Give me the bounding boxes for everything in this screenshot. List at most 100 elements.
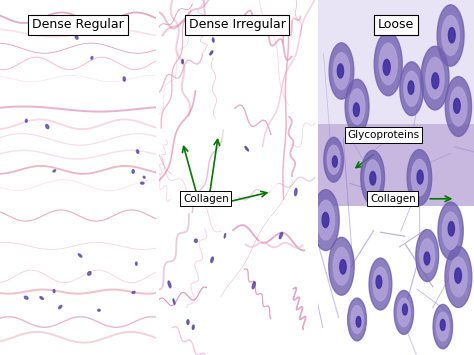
Text: Dense Irregular: Dense Irregular [189, 18, 285, 31]
Text: Dense Regular: Dense Regular [32, 18, 124, 31]
Ellipse shape [137, 150, 139, 153]
Ellipse shape [143, 176, 145, 178]
Circle shape [411, 159, 428, 196]
Circle shape [437, 312, 449, 341]
Circle shape [433, 305, 453, 349]
FancyBboxPatch shape [318, 124, 474, 206]
Circle shape [347, 298, 366, 341]
Circle shape [312, 190, 339, 251]
Circle shape [424, 252, 430, 265]
Circle shape [351, 306, 363, 333]
Circle shape [426, 58, 444, 99]
Circle shape [421, 46, 449, 110]
Circle shape [445, 77, 472, 136]
Circle shape [373, 267, 388, 301]
Circle shape [353, 103, 359, 116]
Circle shape [440, 320, 445, 331]
Ellipse shape [182, 60, 183, 64]
Ellipse shape [294, 189, 297, 196]
Circle shape [329, 237, 354, 295]
Circle shape [370, 171, 376, 185]
Circle shape [322, 212, 329, 228]
Ellipse shape [98, 309, 100, 311]
Ellipse shape [210, 51, 213, 55]
Circle shape [361, 151, 384, 204]
Circle shape [445, 246, 472, 307]
Ellipse shape [59, 305, 62, 309]
Ellipse shape [46, 125, 49, 129]
Circle shape [317, 200, 335, 240]
Circle shape [455, 268, 461, 283]
Circle shape [407, 149, 432, 206]
Circle shape [400, 62, 423, 116]
Circle shape [450, 257, 467, 297]
Circle shape [417, 170, 423, 184]
Text: Glycoproteins: Glycoproteins [347, 130, 419, 140]
Ellipse shape [136, 262, 137, 265]
Ellipse shape [168, 281, 171, 288]
Circle shape [376, 275, 382, 288]
Circle shape [374, 32, 402, 96]
Ellipse shape [173, 299, 175, 304]
Circle shape [438, 202, 463, 260]
Circle shape [416, 230, 438, 282]
Ellipse shape [40, 297, 43, 299]
Ellipse shape [78, 254, 82, 257]
Circle shape [332, 156, 337, 167]
Ellipse shape [212, 196, 215, 203]
Circle shape [420, 239, 435, 273]
Circle shape [369, 258, 392, 310]
Text: Collagen: Collagen [183, 194, 228, 204]
Ellipse shape [279, 233, 283, 239]
Ellipse shape [67, 18, 71, 22]
Circle shape [356, 316, 361, 327]
Ellipse shape [88, 272, 91, 275]
Ellipse shape [91, 56, 93, 59]
Ellipse shape [211, 257, 213, 263]
Ellipse shape [141, 182, 144, 184]
Circle shape [432, 73, 439, 89]
Circle shape [448, 222, 455, 236]
Circle shape [442, 212, 459, 250]
Ellipse shape [53, 170, 55, 172]
Circle shape [450, 87, 467, 126]
Circle shape [329, 43, 354, 99]
Ellipse shape [245, 147, 248, 151]
Ellipse shape [252, 282, 255, 289]
Circle shape [345, 79, 369, 134]
Circle shape [402, 304, 407, 315]
Ellipse shape [26, 119, 27, 122]
Circle shape [365, 160, 381, 195]
Circle shape [324, 137, 344, 182]
Circle shape [448, 28, 455, 43]
Circle shape [408, 81, 414, 94]
Circle shape [404, 71, 419, 106]
Ellipse shape [212, 38, 214, 42]
Circle shape [398, 298, 410, 327]
Circle shape [349, 89, 365, 124]
Circle shape [454, 98, 460, 113]
Ellipse shape [132, 170, 134, 173]
Circle shape [437, 5, 464, 66]
Text: Loose: Loose [378, 18, 414, 31]
Circle shape [327, 145, 340, 174]
Ellipse shape [192, 325, 194, 329]
Ellipse shape [224, 234, 226, 238]
Ellipse shape [24, 296, 28, 299]
FancyBboxPatch shape [318, 0, 474, 124]
Circle shape [340, 260, 346, 274]
Circle shape [394, 290, 413, 334]
Circle shape [442, 16, 459, 55]
Circle shape [383, 59, 390, 75]
Circle shape [333, 53, 349, 89]
Text: Collagen: Collagen [370, 194, 416, 204]
Ellipse shape [132, 291, 135, 294]
Circle shape [333, 247, 350, 285]
Circle shape [337, 64, 344, 78]
Circle shape [379, 43, 397, 84]
Ellipse shape [194, 239, 197, 242]
Ellipse shape [123, 77, 126, 81]
Ellipse shape [53, 289, 55, 293]
Ellipse shape [75, 36, 78, 39]
Ellipse shape [187, 320, 189, 324]
